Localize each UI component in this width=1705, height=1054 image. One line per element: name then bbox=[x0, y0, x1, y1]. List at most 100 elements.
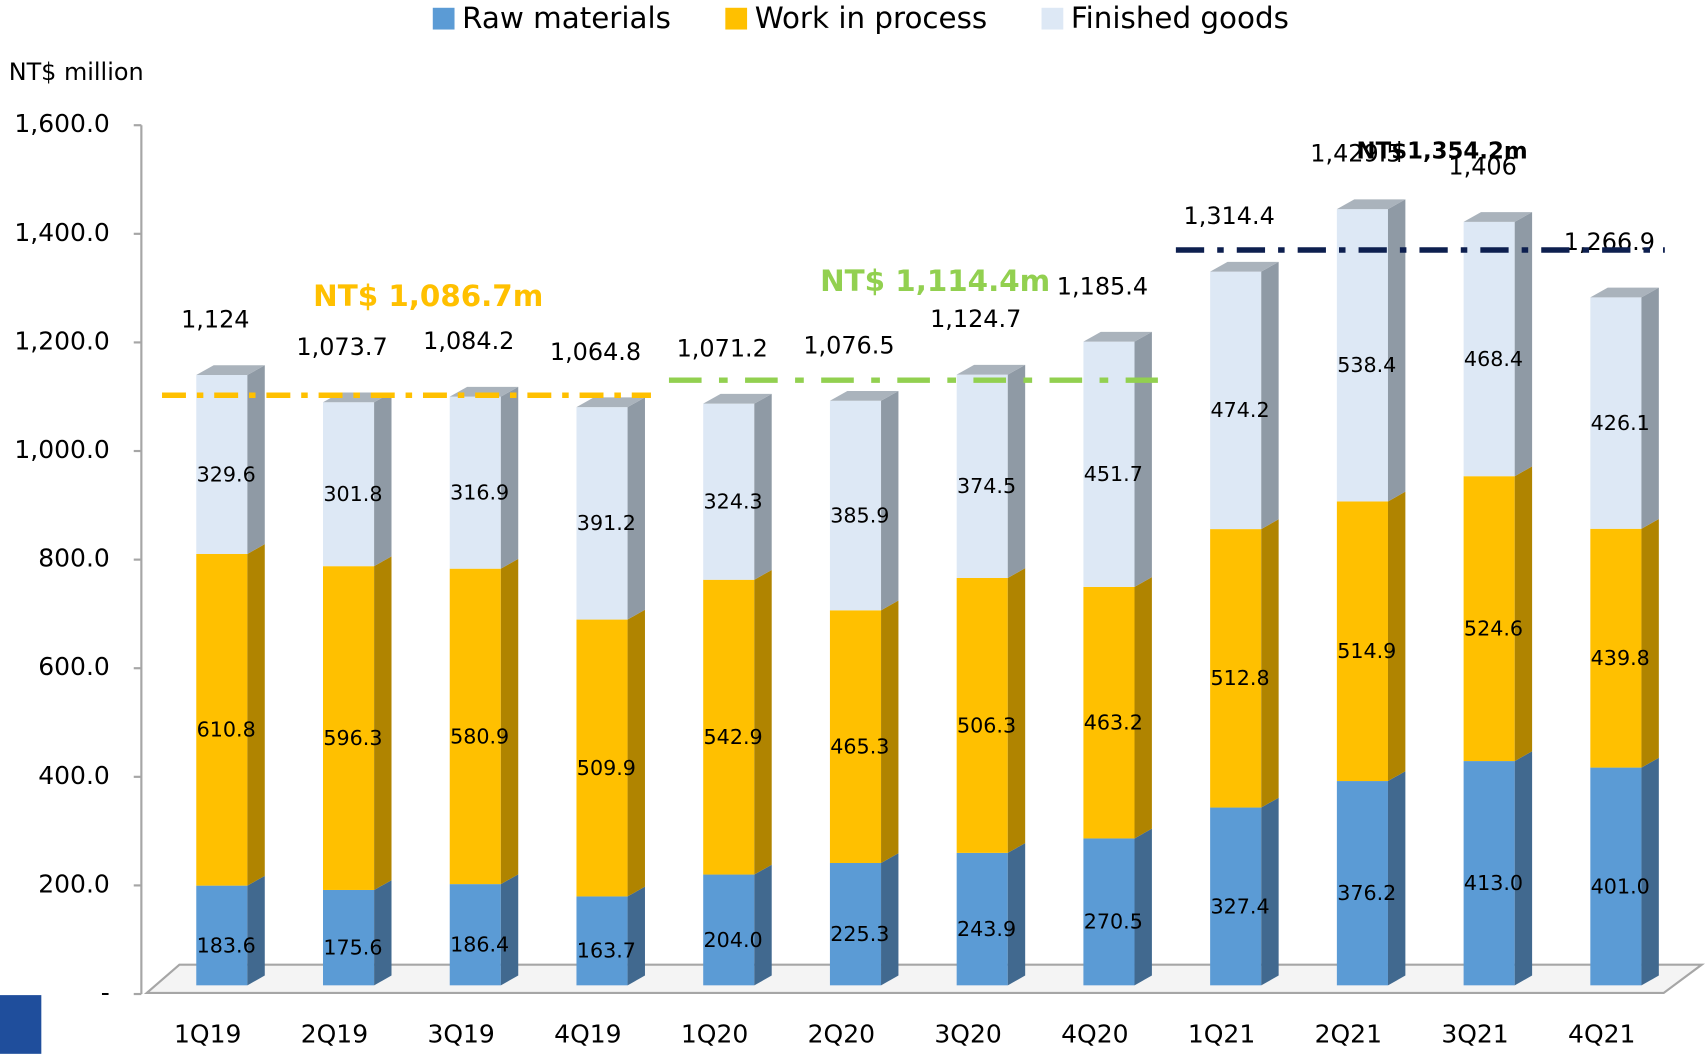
bar-segment bbox=[1336, 209, 1388, 502]
y-tick-label: 600.0 bbox=[38, 652, 110, 681]
segment-label: 524.6 bbox=[1464, 617, 1523, 641]
bar-segment bbox=[1463, 221, 1515, 477]
bar-segment-side bbox=[1387, 491, 1406, 782]
bar-segment bbox=[829, 400, 882, 611]
bar-top bbox=[1083, 331, 1152, 342]
bar-segment bbox=[576, 619, 628, 897]
bar-segment-side bbox=[1641, 518, 1659, 768]
x-tick-label: 1Q21 bbox=[1188, 1019, 1255, 1048]
bar-segment bbox=[449, 568, 501, 885]
segment-label: 163.7 bbox=[577, 939, 636, 963]
bar-top bbox=[703, 393, 772, 404]
bar-segment-side bbox=[500, 386, 519, 569]
bar-segment-side bbox=[1134, 577, 1152, 839]
segment-label: 243.9 bbox=[957, 917, 1016, 941]
bar-segment bbox=[323, 402, 375, 567]
bar-segment-side bbox=[1007, 843, 1026, 986]
bar-segment-side bbox=[754, 864, 772, 986]
bar-top bbox=[1336, 199, 1406, 210]
reference-label: NT$ 1,114.4m bbox=[820, 264, 1050, 298]
bar-segment-side bbox=[247, 544, 265, 886]
reference-label: NT$1,354.2m bbox=[1357, 139, 1528, 165]
total-label: 1,429.5 bbox=[1310, 140, 1401, 168]
segment-label: 316.9 bbox=[450, 481, 509, 505]
bar-segment-side bbox=[374, 556, 392, 890]
bar-segment-side bbox=[500, 874, 519, 986]
bar-segment-side bbox=[374, 392, 392, 567]
segment-label: 542.9 bbox=[704, 725, 763, 749]
segment-label: 301.8 bbox=[323, 482, 382, 506]
bar-top bbox=[1590, 287, 1659, 298]
segment-label: 610.8 bbox=[197, 718, 256, 742]
y-tick-label: 1,200.0 bbox=[14, 326, 109, 355]
y-tick-label: 400.0 bbox=[38, 761, 110, 790]
segment-label: 374.5 bbox=[957, 474, 1016, 498]
bar-segment bbox=[196, 374, 248, 554]
x-tick-label: 2Q21 bbox=[1315, 1019, 1382, 1048]
bar-segment-side bbox=[1387, 199, 1406, 502]
segment-label: 329.6 bbox=[197, 462, 256, 486]
segment-label: 514.9 bbox=[1337, 639, 1396, 663]
segment-label: 413.0 bbox=[1464, 871, 1523, 895]
bar-segment-side bbox=[374, 880, 392, 986]
y-tick-label: 800.0 bbox=[38, 544, 110, 573]
bar-segment bbox=[323, 889, 375, 986]
bar-segment-side bbox=[1514, 212, 1533, 477]
bar-segment bbox=[829, 610, 882, 863]
bar-segment bbox=[1210, 807, 1262, 986]
segment-label: 474.2 bbox=[1210, 398, 1269, 422]
x-tick-label: 1Q19 bbox=[174, 1019, 241, 1048]
bar-segment-side bbox=[627, 397, 645, 620]
bar-segment-side bbox=[1134, 828, 1152, 986]
segment-label: 327.4 bbox=[1210, 894, 1269, 918]
segment-label: 401.0 bbox=[1591, 874, 1650, 898]
total-label: 1,064.8 bbox=[550, 338, 641, 366]
bar-top bbox=[449, 386, 519, 397]
segment-label: 439.8 bbox=[1591, 646, 1650, 670]
bar-segment bbox=[1210, 271, 1262, 530]
bar-segment bbox=[449, 396, 501, 569]
x-tick-label: 3Q19 bbox=[427, 1019, 494, 1048]
bar-segment bbox=[1463, 761, 1515, 986]
bar-segment-side bbox=[1514, 466, 1533, 762]
x-tick-label: 4Q21 bbox=[1568, 1019, 1635, 1048]
x-tick-label: 2Q20 bbox=[808, 1019, 875, 1048]
bar-segment-side bbox=[627, 886, 645, 986]
segment-label: 506.3 bbox=[957, 713, 1016, 737]
total-label: 1,314.4 bbox=[1184, 202, 1275, 230]
bar-segment-side bbox=[1641, 757, 1659, 986]
bar-segment bbox=[1210, 529, 1262, 808]
segment-label: 204.0 bbox=[704, 928, 763, 952]
segment-label: 183.6 bbox=[197, 933, 256, 957]
x-tick-label: 2Q19 bbox=[301, 1019, 368, 1048]
bar-segment-side bbox=[1007, 568, 1026, 853]
segment-label: 465.3 bbox=[830, 735, 889, 759]
segment-label: 426.1 bbox=[1591, 411, 1650, 435]
y-tick-label: 1,000.0 bbox=[14, 435, 109, 464]
bar-segment-side bbox=[1261, 519, 1279, 808]
bar-segment bbox=[1590, 297, 1642, 529]
bar-segment-side bbox=[500, 558, 519, 885]
segment-label: 186.4 bbox=[450, 933, 509, 957]
bar-segment-side bbox=[627, 609, 645, 897]
segment-label: 385.9 bbox=[830, 503, 889, 527]
bar-segment bbox=[1336, 501, 1388, 782]
bar-segment-side bbox=[1261, 797, 1279, 986]
x-tick-label: 4Q20 bbox=[1061, 1019, 1128, 1048]
bar-segment-side bbox=[1261, 261, 1279, 530]
total-label: 1,124 bbox=[181, 306, 249, 334]
total-label: 1,071.2 bbox=[677, 334, 768, 362]
bar-segment-side bbox=[247, 875, 265, 986]
legend-swatch bbox=[725, 7, 748, 30]
bar-segment-side bbox=[754, 393, 772, 580]
bar-segment bbox=[323, 566, 375, 890]
y-tick-label: - bbox=[101, 978, 110, 1007]
segment-label: 324.3 bbox=[704, 490, 763, 514]
bar-top bbox=[576, 397, 645, 408]
bar-segment-side bbox=[881, 853, 899, 986]
bar-segment bbox=[1083, 586, 1135, 839]
bar-segment-side bbox=[754, 569, 772, 875]
total-label: 1,406 bbox=[1448, 152, 1516, 180]
bar-segment bbox=[703, 403, 755, 580]
bar-segment bbox=[1590, 767, 1642, 986]
